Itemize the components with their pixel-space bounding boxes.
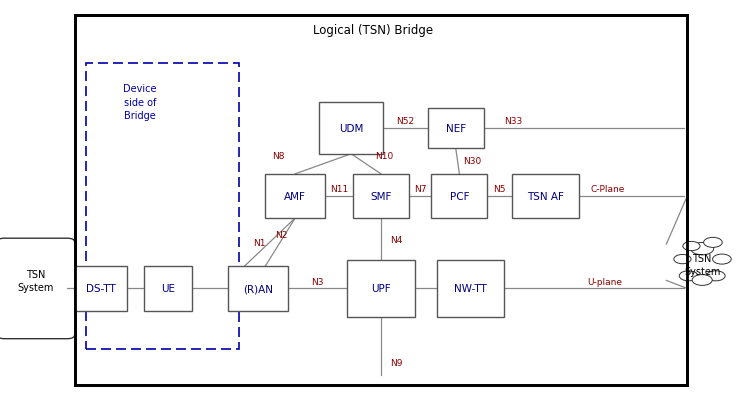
Text: C-Plane: C-Plane [590, 185, 624, 194]
Text: NW-TT: NW-TT [454, 284, 487, 294]
Circle shape [713, 255, 731, 264]
Text: TSN
System: TSN System [18, 269, 54, 292]
Circle shape [692, 275, 712, 286]
Bar [228, 267, 288, 311]
Text: UDM: UDM [339, 124, 363, 133]
Text: N10: N10 [376, 152, 394, 161]
Bar [512, 174, 579, 219]
Circle shape [704, 238, 722, 248]
Bar [75, 16, 687, 385]
Text: TSN AF: TSN AF [527, 192, 564, 201]
Bar [427, 108, 484, 148]
Text: N30: N30 [463, 157, 481, 166]
Bar [353, 174, 409, 219]
Bar [75, 267, 127, 311]
Text: N7: N7 [414, 185, 427, 194]
Text: N3: N3 [311, 277, 323, 286]
Circle shape [683, 242, 700, 251]
Circle shape [679, 271, 698, 281]
Text: Device
side of
Bridge: Device side of Bridge [123, 84, 156, 121]
Bar [319, 102, 382, 154]
Bar [347, 261, 415, 317]
Text: N4: N4 [390, 235, 402, 244]
Text: SMF: SMF [371, 192, 391, 201]
Text: N2: N2 [276, 231, 288, 240]
Bar [86, 64, 239, 349]
Text: TSN
System: TSN System [684, 253, 720, 276]
Bar [437, 261, 504, 317]
Text: PCF: PCF [450, 192, 469, 201]
Text: N52: N52 [396, 117, 415, 126]
Text: N9: N9 [390, 358, 402, 367]
Bar [431, 174, 487, 219]
Text: N33: N33 [504, 117, 523, 126]
Text: (R)AN: (R)AN [243, 284, 273, 294]
FancyBboxPatch shape [0, 239, 75, 339]
Text: N5: N5 [493, 185, 506, 194]
Text: U-plane: U-plane [588, 277, 622, 286]
Text: N8: N8 [273, 152, 285, 161]
Text: N1: N1 [253, 238, 265, 247]
Text: UPF: UPF [371, 284, 391, 294]
Text: UE: UE [161, 284, 175, 294]
Text: NEF: NEF [446, 124, 465, 133]
Circle shape [674, 255, 691, 264]
Circle shape [691, 243, 713, 255]
Circle shape [707, 271, 725, 281]
Text: Logical (TSN) Bridge: Logical (TSN) Bridge [314, 24, 433, 37]
Text: DS-TT: DS-TT [86, 284, 116, 294]
Bar [265, 174, 325, 219]
Text: N11: N11 [330, 185, 348, 194]
Bar [143, 267, 193, 311]
Text: AMF: AMF [284, 192, 306, 201]
